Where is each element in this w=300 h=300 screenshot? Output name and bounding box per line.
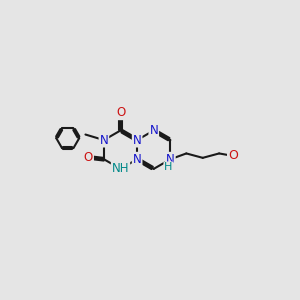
Text: O: O <box>84 151 93 164</box>
Text: N: N <box>149 124 158 137</box>
Text: N: N <box>133 153 142 166</box>
Text: O: O <box>116 106 125 119</box>
Text: H: H <box>164 162 173 172</box>
Text: N: N <box>100 134 108 147</box>
Text: NH: NH <box>112 162 129 175</box>
Text: N: N <box>133 134 142 147</box>
Text: O: O <box>228 149 238 162</box>
Text: N: N <box>166 153 175 166</box>
